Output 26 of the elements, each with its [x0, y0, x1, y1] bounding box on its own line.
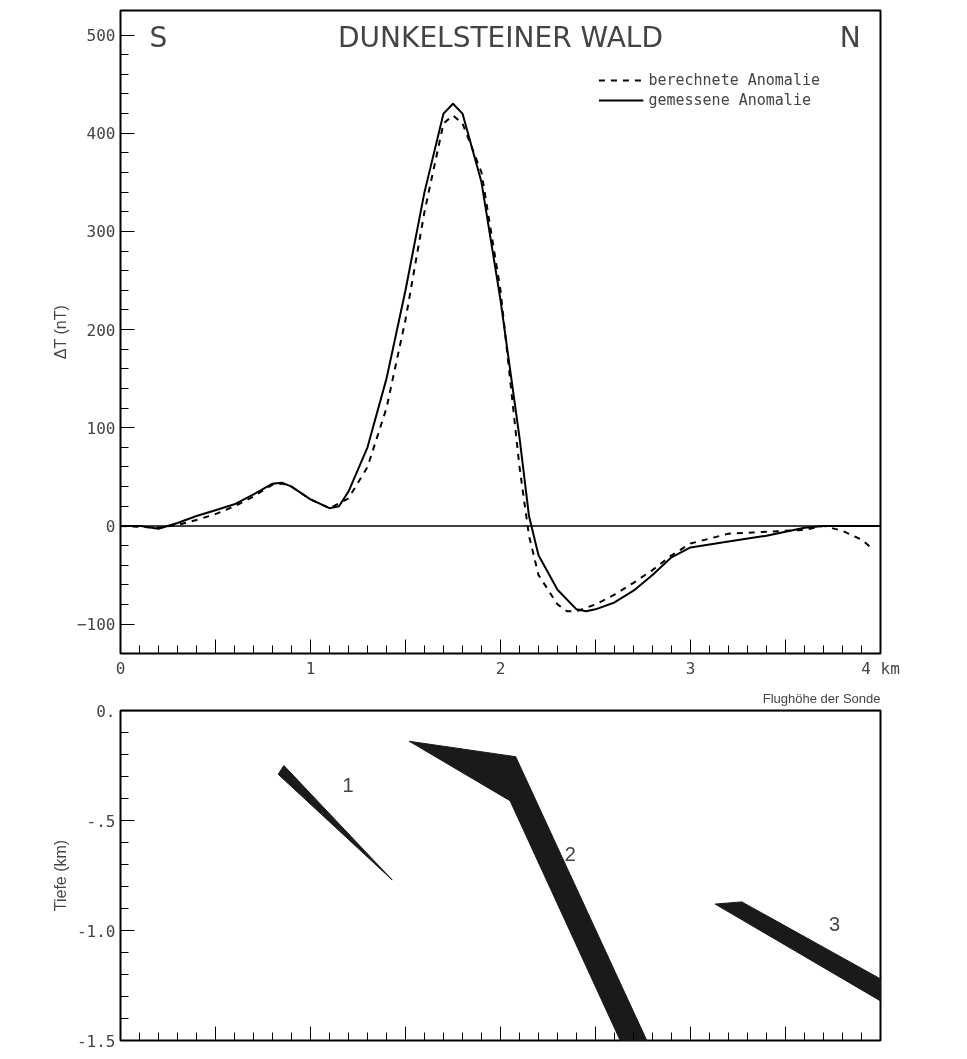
y-tick-label: 200: [86, 320, 116, 340]
annotation: 2: [564, 842, 576, 865]
legend-label: berechnete Anomalie: [648, 71, 820, 89]
y-tick-label: -.5: [86, 811, 116, 831]
x-tick-label: 4 km: [861, 658, 900, 678]
y-tick-label: 500: [86, 26, 116, 46]
y-tick-label: 300: [86, 222, 116, 242]
y-tick-label: −100: [76, 615, 116, 635]
y-axis-title: Tiefe (km): [51, 839, 69, 912]
y-axis-title: ΔT (nT): [51, 305, 69, 360]
annotation: N: [839, 20, 861, 54]
annotation: 1: [342, 773, 354, 796]
y-tick-label: -1.5: [76, 1031, 116, 1051]
y-tick-label: 400: [86, 124, 116, 144]
x-tick-label: 1: [305, 658, 316, 678]
x-tick-label: 2: [495, 658, 506, 678]
y-tick-label: 0.: [96, 701, 116, 721]
annotation: S: [149, 20, 168, 54]
annotation: 3: [828, 913, 841, 936]
x-tick-label: 3: [685, 658, 696, 678]
y-tick-label: 100: [86, 418, 116, 438]
legend-label: gemessene Anomalie: [648, 91, 811, 109]
y-tick-label: -1.0: [76, 921, 116, 941]
chart-title: DUNKELSTEINER WALD: [338, 20, 663, 54]
ref-line-label: Flughöhe der Sonde: [762, 690, 881, 706]
y-tick-label: 0: [105, 516, 116, 536]
